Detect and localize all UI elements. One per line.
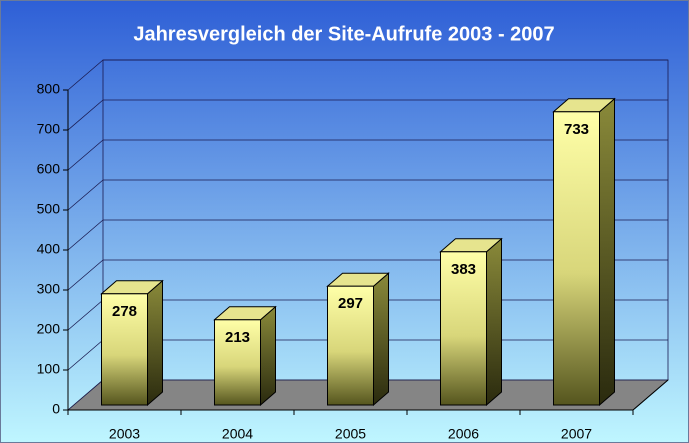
- grid-line: [67, 299, 104, 331]
- y-tick-label: 800: [37, 81, 61, 97]
- y-tick-label: 700: [37, 121, 61, 137]
- chart-title: Jahresvergleich der Site-Aufrufe 2003 - …: [133, 23, 554, 45]
- value-label: 733: [564, 121, 589, 138]
- grid-line: [67, 259, 104, 291]
- bar-side: [486, 237, 502, 407]
- grid-line: [67, 139, 104, 171]
- grid-line: [67, 179, 104, 211]
- y-tick-label: 0: [52, 401, 60, 417]
- grid-line: [67, 379, 104, 411]
- bar: [214, 319, 261, 406]
- grid-line: [67, 339, 104, 371]
- x-tick-label: 2004: [222, 426, 253, 442]
- bar: [327, 285, 374, 406]
- y-tick-label: 600: [37, 161, 61, 177]
- x-tick-label: 2006: [448, 426, 479, 442]
- bar: [440, 251, 487, 406]
- x-axis-side: [632, 379, 669, 411]
- grid-line: [67, 59, 104, 91]
- bar: [101, 293, 148, 406]
- plot-area: 0 100 200 300 400 500 600 700 800 2003 278 2004 213 2…: [37, 59, 670, 442]
- bar-side: [260, 305, 276, 407]
- bar-side: [599, 97, 615, 407]
- y-tick-label: 500: [37, 201, 61, 217]
- bar: [553, 111, 600, 406]
- value-label: 383: [451, 261, 476, 278]
- grid-line: [67, 219, 104, 251]
- x-tick-label: 2007: [561, 426, 592, 442]
- value-label: 297: [338, 295, 363, 312]
- bar-side: [147, 279, 163, 407]
- x-tick-label: 2005: [335, 426, 366, 442]
- bar-side: [373, 272, 389, 407]
- x-tick-label: 2003: [109, 426, 140, 442]
- y-tick-label: 300: [37, 281, 61, 297]
- value-label: 213: [225, 329, 250, 346]
- y-tick-label: 100: [37, 361, 61, 377]
- value-label: 278: [112, 303, 137, 320]
- grid-line: [67, 99, 104, 131]
- y-tick-label: 400: [37, 241, 61, 257]
- y-tick-label: 200: [37, 321, 61, 337]
